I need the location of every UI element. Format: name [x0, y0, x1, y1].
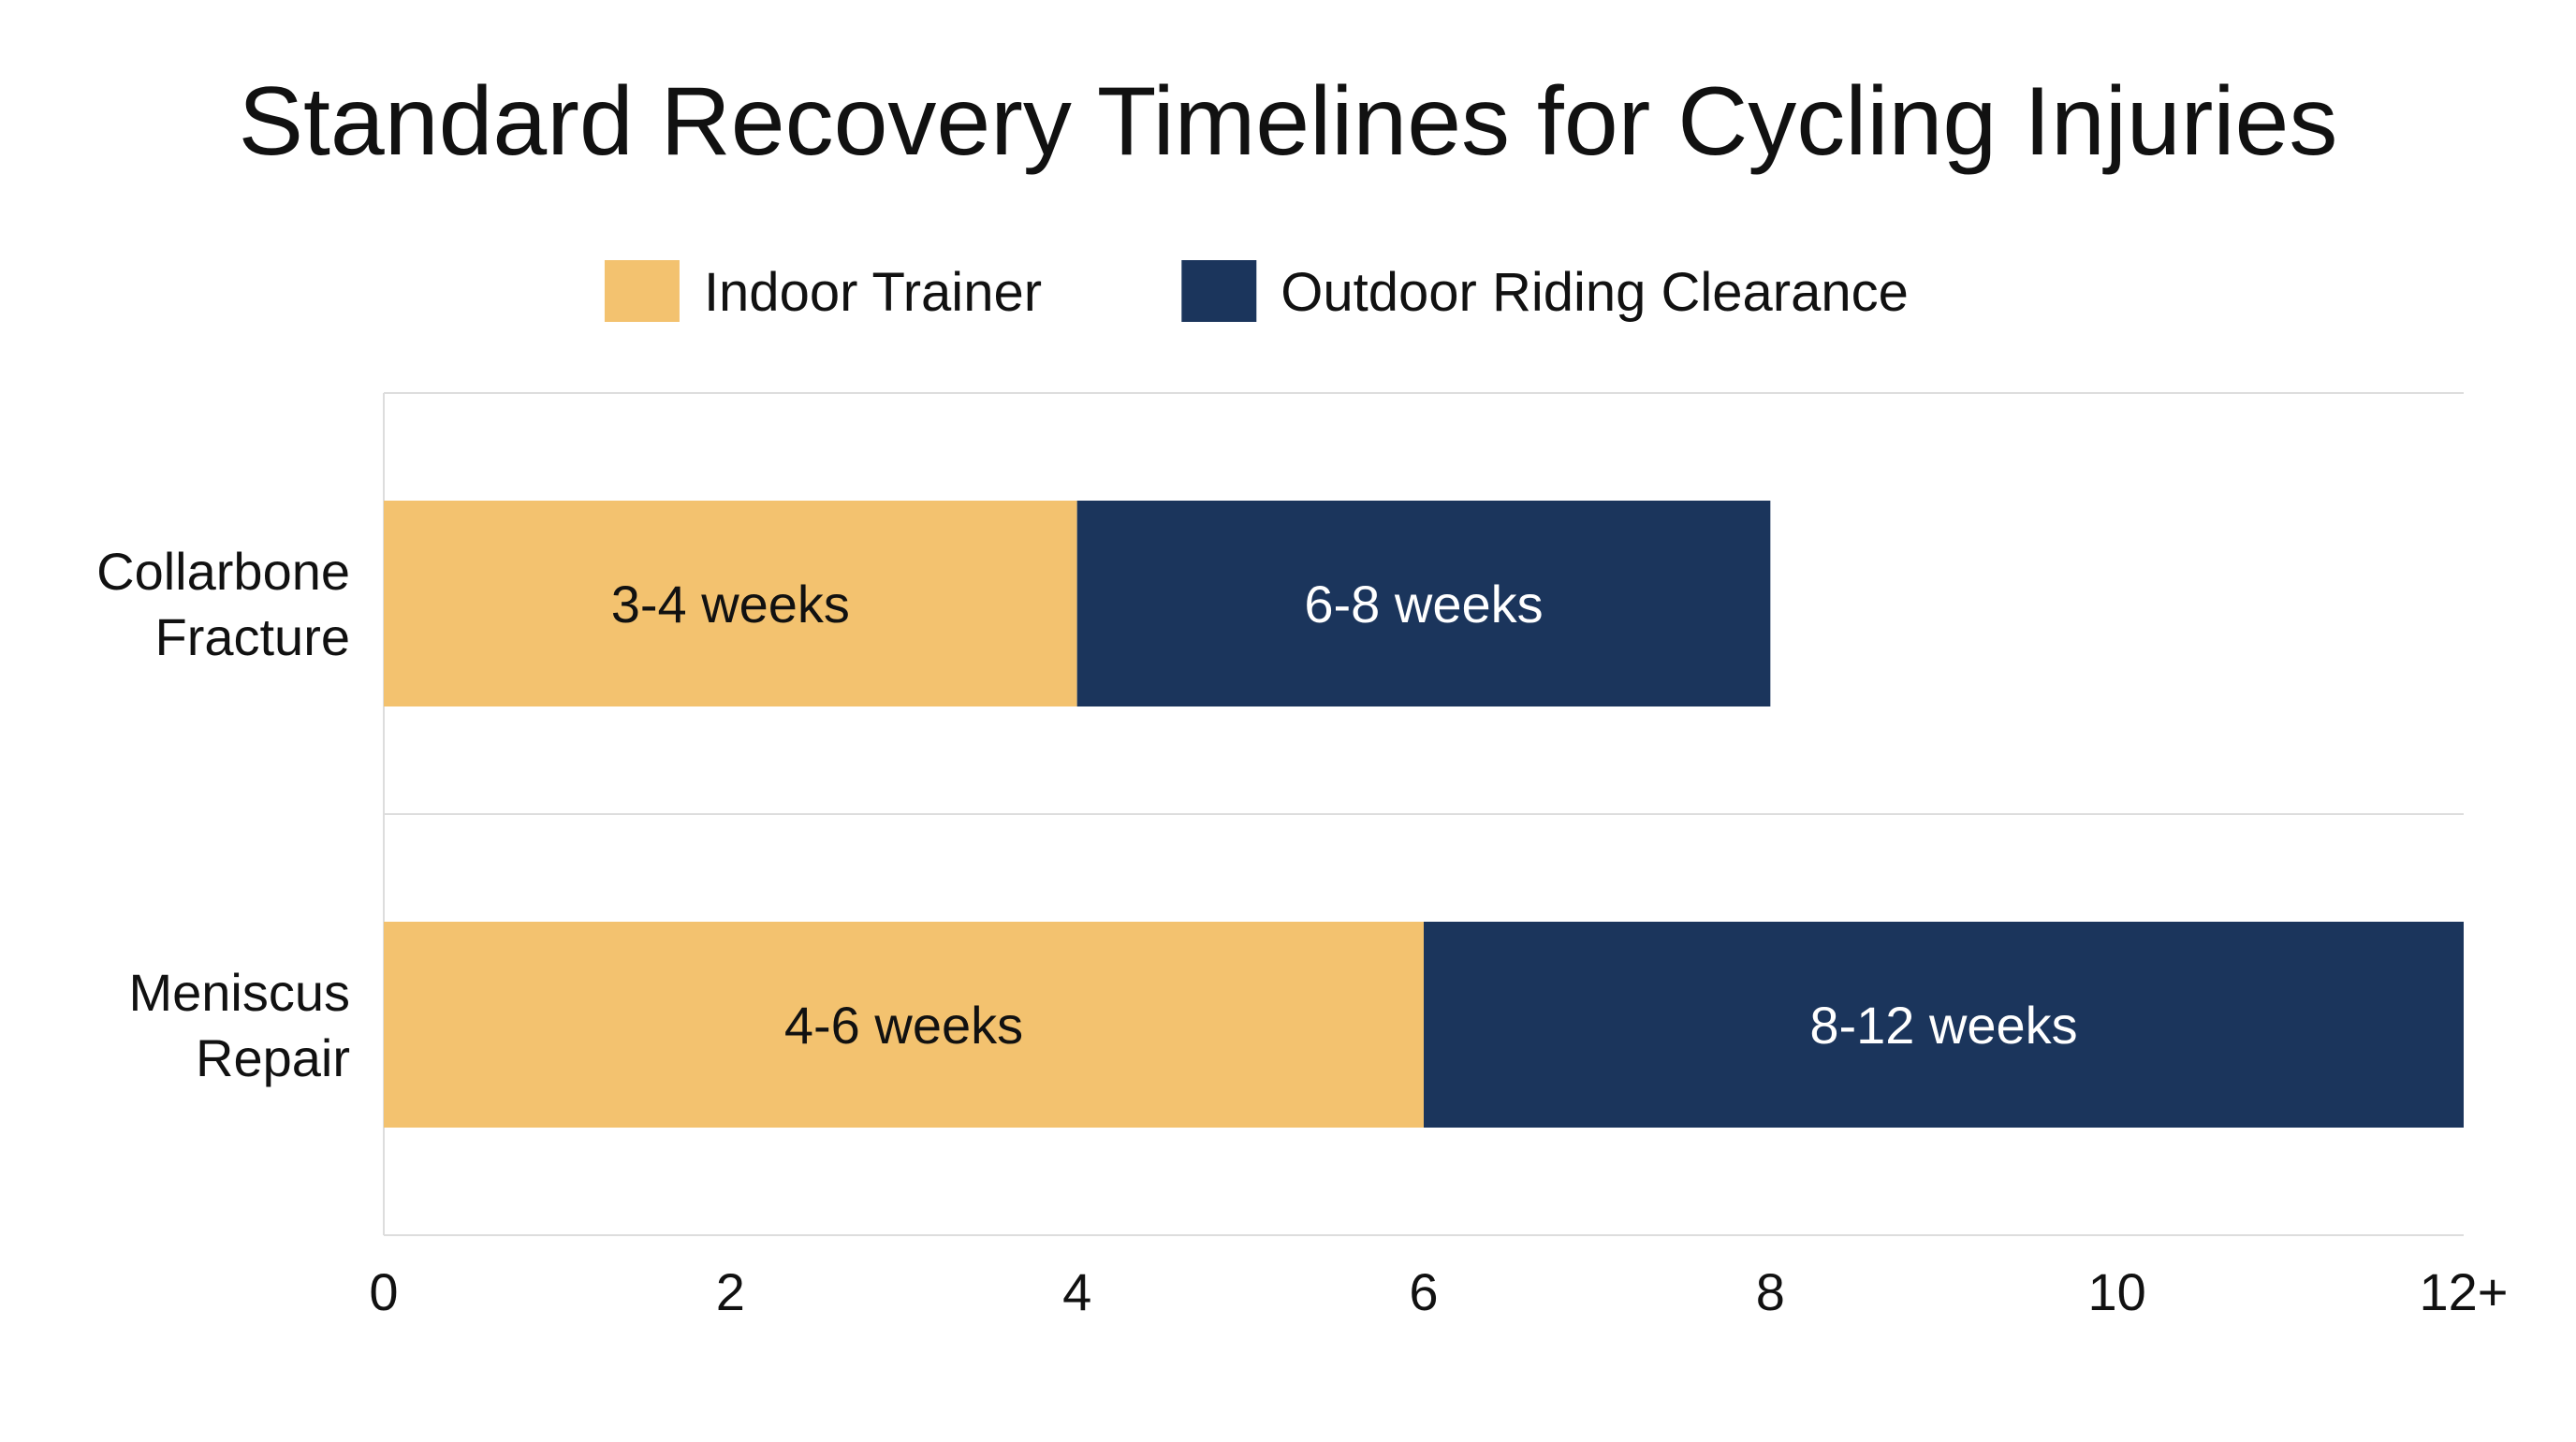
category-label: Collarbone Fracture: [96, 542, 350, 666]
x-tick-label: 10: [2088, 1262, 2146, 1321]
bar-data-label: 8-12 weeks: [1809, 996, 2077, 1055]
chart-title: Standard Recovery Timelines for Cycling …: [239, 67, 2338, 176]
bar-segment: [384, 501, 1077, 706]
bar-data-label: 6-8 weeks: [1304, 575, 1543, 634]
x-tick-label: 12+: [2420, 1262, 2509, 1321]
x-axis-tick-labels: 0 2 4 6 8 10 12+: [369, 1262, 2508, 1321]
category-label-line: Collarbone: [96, 542, 350, 601]
category-label: Meniscus Repair: [128, 963, 350, 1087]
legend-label: Outdoor Riding Clearance: [1281, 262, 1909, 323]
legend-swatch: [604, 260, 680, 322]
category-labels: Collarbone Fracture Meniscus Repair: [96, 542, 350, 1087]
bar-segment: [384, 922, 1424, 1128]
category-label-line: Meniscus: [128, 963, 350, 1022]
chart-legend: Indoor Trainer Outdoor Riding Clearance: [604, 260, 1909, 323]
legend-swatch: [1181, 260, 1257, 322]
category-label-line: Repair: [196, 1028, 350, 1087]
bar-data-label: 3-4 weeks: [611, 575, 850, 634]
x-tick-label: 2: [716, 1262, 745, 1321]
bar-group: 3-4 weeks 6-8 weeks 4-6 weeks 8-12 weeks: [384, 501, 2464, 1128]
bar-segment: [1076, 501, 1771, 706]
bar-data-label: 4-6 weeks: [784, 996, 1023, 1055]
x-tick-label: 8: [1756, 1262, 1785, 1321]
x-tick-label: 4: [1062, 1262, 1091, 1321]
legend-label: Indoor Trainer: [704, 262, 1042, 323]
category-label-line: Fracture: [155, 607, 351, 666]
bar-segment: [1424, 922, 2464, 1128]
x-tick-label: 6: [1409, 1262, 1438, 1321]
x-tick-label: 0: [369, 1262, 398, 1321]
